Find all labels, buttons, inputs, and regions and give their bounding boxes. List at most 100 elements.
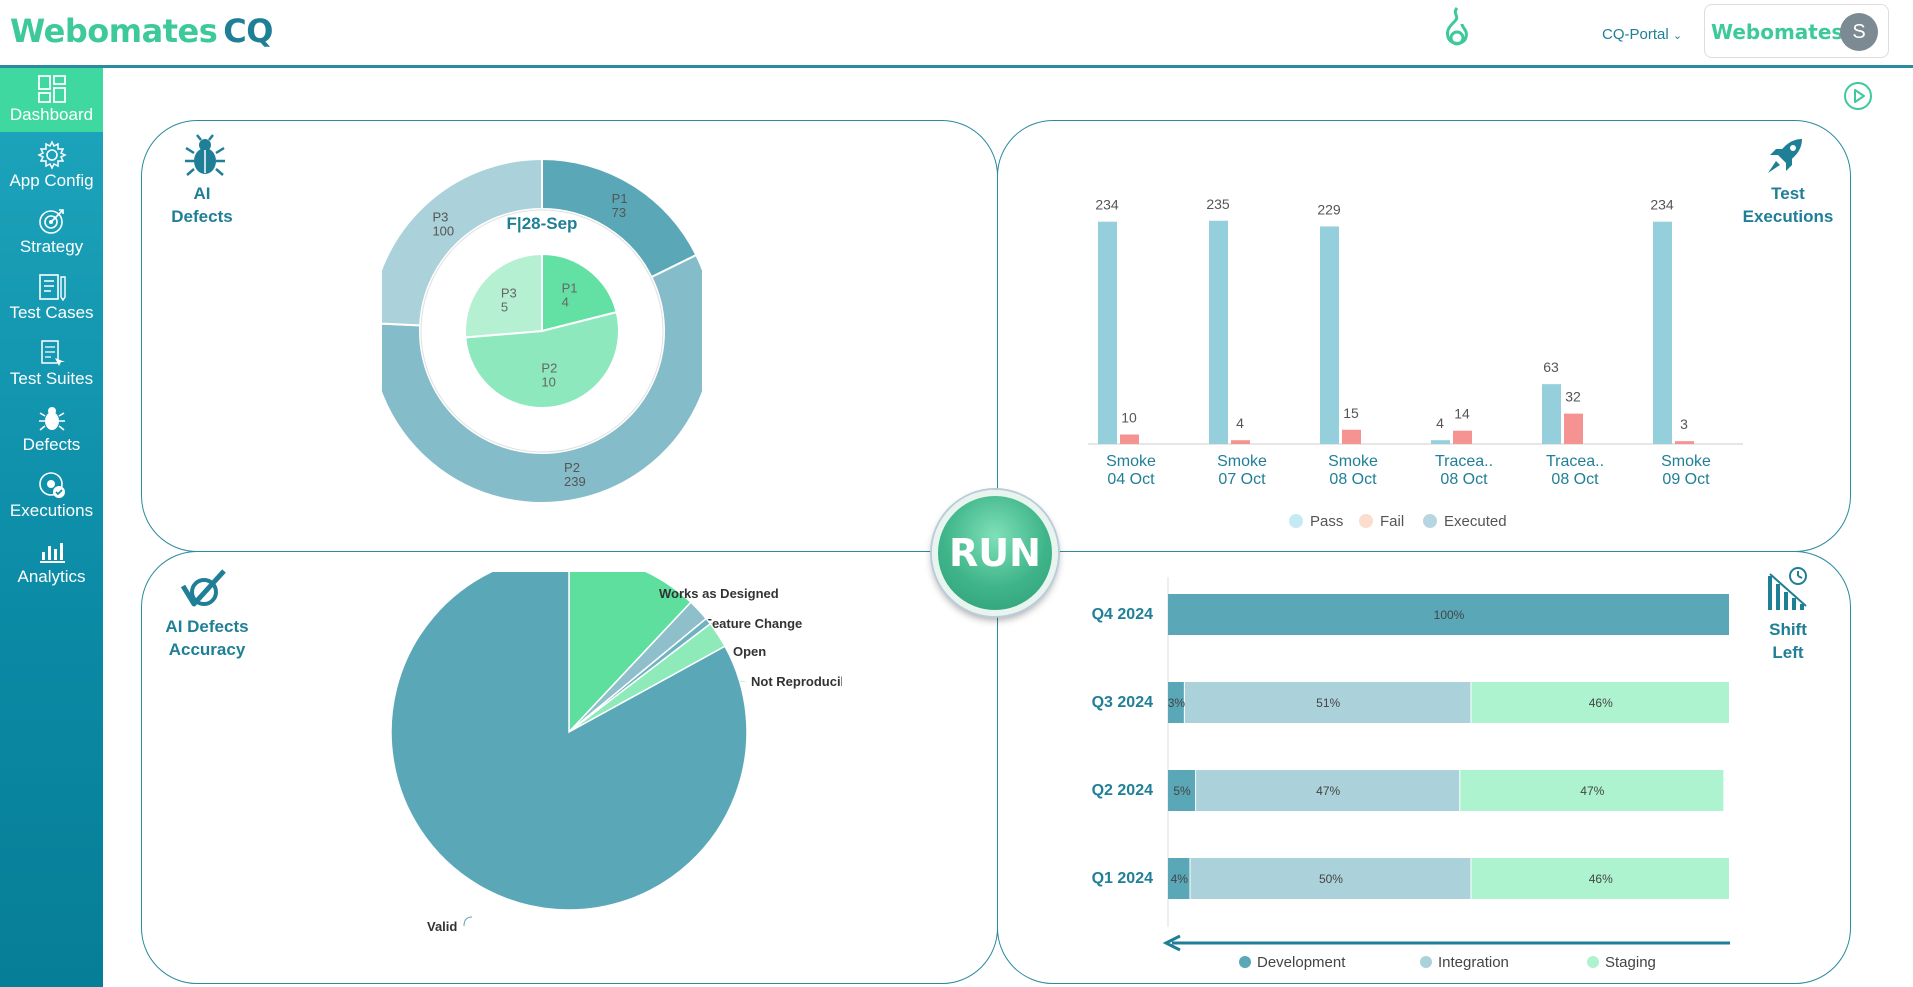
stack-segment-staging[interactable] xyxy=(1471,858,1729,899)
sidebar-item-label: App Config xyxy=(9,171,94,190)
bug-icon xyxy=(185,134,225,176)
bug-icon xyxy=(38,407,65,431)
legend-item-pass[interactable]: Pass xyxy=(1289,513,1343,530)
dashboard-icon xyxy=(37,75,66,103)
fail-value-label: 32 xyxy=(1565,389,1581,405)
fail-value-label: 3 xyxy=(1680,416,1688,432)
svg-text:5: 5 xyxy=(501,300,508,315)
target-icon xyxy=(38,209,64,234)
run-button[interactable]: RUN xyxy=(932,490,1058,616)
fail-bar[interactable] xyxy=(1120,434,1139,445)
legend-item-executed[interactable]: Executed xyxy=(1423,513,1507,530)
fail-value-label: 15 xyxy=(1343,405,1359,421)
fail-bar[interactable] xyxy=(1342,429,1361,444)
sidebar-item-defects[interactable]: Defects xyxy=(0,398,103,462)
donut-inner-slice-p3[interactable] xyxy=(464,252,543,339)
svg-text:P2: P2 xyxy=(541,360,557,375)
play-icon[interactable] xyxy=(1843,81,1873,111)
legend-item-staging[interactable]: Staging xyxy=(1587,954,1656,971)
cq-portal-dropdown[interactable]: CQ-Portal ⌄ xyxy=(1602,26,1682,43)
accuracy-slice-valid[interactable] xyxy=(390,572,748,911)
svg-text:239: 239 xyxy=(564,474,586,489)
ai-defects-accuracy-pie-chart[interactable]: Works as Designed Feature Change Open Not R… xyxy=(342,572,842,972)
ai-defects-title: AI Defects xyxy=(171,184,233,226)
sidebar-item-app-config[interactable]: App Config xyxy=(0,134,103,198)
svg-text:Staging: Staging xyxy=(1605,954,1656,971)
sidebar-item-strategy[interactable]: Strategy xyxy=(0,200,103,264)
account-box[interactable]: Webomates S xyxy=(1704,4,1889,58)
sidebar-item-test-suites[interactable]: Test Suites xyxy=(0,332,103,396)
pass-bar[interactable] xyxy=(1209,220,1228,444)
donut-inner-slice-p2[interactable] xyxy=(464,310,620,409)
sidebar-item-label: Test Cases xyxy=(9,303,94,322)
svg-text:P1: P1 xyxy=(562,280,578,295)
fail-bar[interactable] xyxy=(1675,441,1694,444)
accuracy-slice-label: Works as Designed xyxy=(659,586,779,601)
svg-text:P1: P1 xyxy=(612,191,628,206)
legend-item-integration[interactable]: Integration xyxy=(1420,954,1509,971)
donut-inner-slice-p1[interactable] xyxy=(541,252,618,333)
pass-bar[interactable] xyxy=(1653,221,1672,444)
sidebar-item-analytics[interactable]: Analytics xyxy=(0,530,103,594)
shift-left-stacked-bar-chart[interactable]: Q4 2024 100% Q3 2024 3% 51% 46% Q2 2024 5% 47% 47… xyxy=(1068,572,1738,972)
donut-outer-slice-p3[interactable] xyxy=(382,157,543,327)
avatar[interactable]: S xyxy=(1840,13,1878,51)
segment-value-label: 5% xyxy=(1173,784,1191,798)
svg-text:Pass: Pass xyxy=(1310,513,1343,530)
donut-outer-slice-p2[interactable] xyxy=(382,253,702,504)
accuracy-slice-works-as-designed[interactable] xyxy=(568,572,692,734)
sidebar-item-label: Analytics xyxy=(17,567,86,586)
top-header: Webomates CQ CQ-Portal ⌄ Webomates S xyxy=(0,0,1913,68)
gear-icon xyxy=(36,140,67,170)
svg-text:73: 73 xyxy=(612,205,626,220)
stack-segment-integration[interactable] xyxy=(1184,682,1471,723)
segment-value-label: 3% xyxy=(1168,696,1186,710)
fail-bar[interactable] xyxy=(1564,413,1583,444)
x-tick-label: Smoke xyxy=(1661,453,1711,470)
chevron-down-icon: ⌄ xyxy=(1672,30,1683,42)
accuracy-check-icon xyxy=(180,569,226,607)
fail-value-label: 4 xyxy=(1236,415,1244,431)
webomates-cq-logo[interactable]: Webomates CQ xyxy=(10,12,273,50)
sidebar-item-dashboard[interactable]: Dashboard xyxy=(0,68,103,132)
x-tick-label: 09 Oct xyxy=(1662,471,1710,488)
test-executions-panel: Test Executions 234 10 Smoke 04 Oct 235 4 Smok… xyxy=(997,120,1851,552)
x-tick-label: Tracea.. xyxy=(1546,453,1604,470)
stack-segment-staging[interactable] xyxy=(1471,682,1729,723)
pass-bar[interactable] xyxy=(1431,440,1450,444)
stack-segment-integration[interactable] xyxy=(1190,858,1471,899)
fail-bar[interactable] xyxy=(1453,430,1472,444)
pass-bar[interactable] xyxy=(1320,226,1339,444)
svg-text:10: 10 xyxy=(541,374,555,389)
pass-bar[interactable] xyxy=(1542,384,1561,444)
stack-segment-integration[interactable] xyxy=(1196,770,1460,811)
ai-defects-accuracy-panel: AI Defects Accuracy Works as Designed Fea… xyxy=(141,551,998,984)
svg-text:P2: P2 xyxy=(564,460,580,475)
y-tick-label: Q4 2024 xyxy=(1092,606,1153,623)
sidebar-item-label: Strategy xyxy=(19,237,84,256)
stack-segment-development[interactable] xyxy=(1168,770,1196,811)
arrow-left-icon xyxy=(1162,934,1181,952)
legend-item-development[interactable]: Development xyxy=(1239,954,1346,971)
fail-bar[interactable] xyxy=(1231,440,1250,444)
ai-defects-panel: AI Defects P1 73 P2 239 P3 100 F|28-Sep P1 4 P2 10… xyxy=(141,120,998,552)
stack-segment-development[interactable] xyxy=(1168,682,1184,723)
legend-item-fail[interactable]: Fail xyxy=(1359,513,1404,530)
sidebar-item-executions[interactable]: Executions xyxy=(0,464,103,528)
pass-bar[interactable] xyxy=(1098,221,1117,444)
fail-value-label: 14 xyxy=(1454,406,1470,422)
stack-segment-development[interactable] xyxy=(1168,594,1729,635)
donut-inner-label: P14 xyxy=(562,280,578,309)
stack-segment-development[interactable] xyxy=(1168,858,1190,899)
sidebar-item-test-cases[interactable]: Test Cases xyxy=(0,266,103,330)
segment-value-label: 47% xyxy=(1316,784,1340,798)
svg-text:Executed: Executed xyxy=(1444,513,1507,530)
stack-segment-staging[interactable] xyxy=(1460,770,1724,811)
x-tick-label: 07 Oct xyxy=(1218,471,1266,488)
x-tick-label: Smoke xyxy=(1106,453,1156,470)
y-tick-label: Q1 2024 xyxy=(1092,870,1153,887)
